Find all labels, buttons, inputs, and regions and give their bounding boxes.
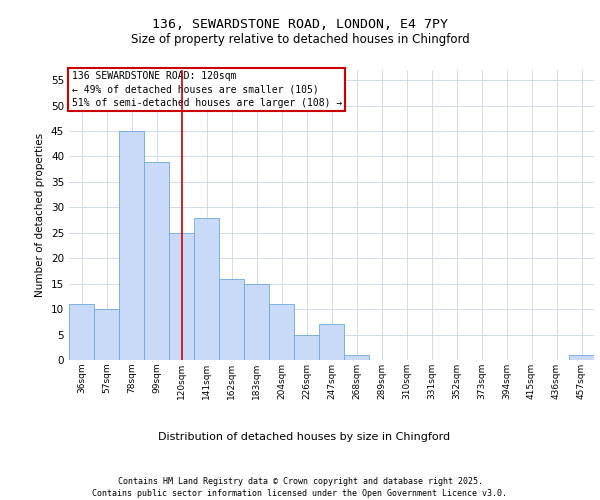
Bar [144, 162, 169, 360]
Y-axis label: Number of detached properties: Number of detached properties [35, 133, 46, 297]
Bar [69, 304, 94, 360]
Text: 136, SEWARDSTONE ROAD, LONDON, E4 7PY: 136, SEWARDSTONE ROAD, LONDON, E4 7PY [152, 18, 448, 30]
Bar [344, 355, 369, 360]
Bar [94, 309, 119, 360]
Text: Contains HM Land Registry data © Crown copyright and database right 2025.
Contai: Contains HM Land Registry data © Crown c… [92, 476, 508, 498]
Bar [169, 233, 194, 360]
Bar [219, 278, 244, 360]
Text: Size of property relative to detached houses in Chingford: Size of property relative to detached ho… [131, 32, 469, 46]
Text: Distribution of detached houses by size in Chingford: Distribution of detached houses by size … [158, 432, 451, 442]
Text: 136 SEWARDSTONE ROAD: 120sqm
← 49% of detached houses are smaller (105)
51% of s: 136 SEWARDSTONE ROAD: 120sqm ← 49% of de… [71, 72, 342, 108]
Bar [194, 218, 219, 360]
Bar [569, 355, 594, 360]
Bar [119, 131, 144, 360]
Bar [319, 324, 344, 360]
Bar [269, 304, 294, 360]
Bar [294, 334, 319, 360]
Bar [244, 284, 269, 360]
